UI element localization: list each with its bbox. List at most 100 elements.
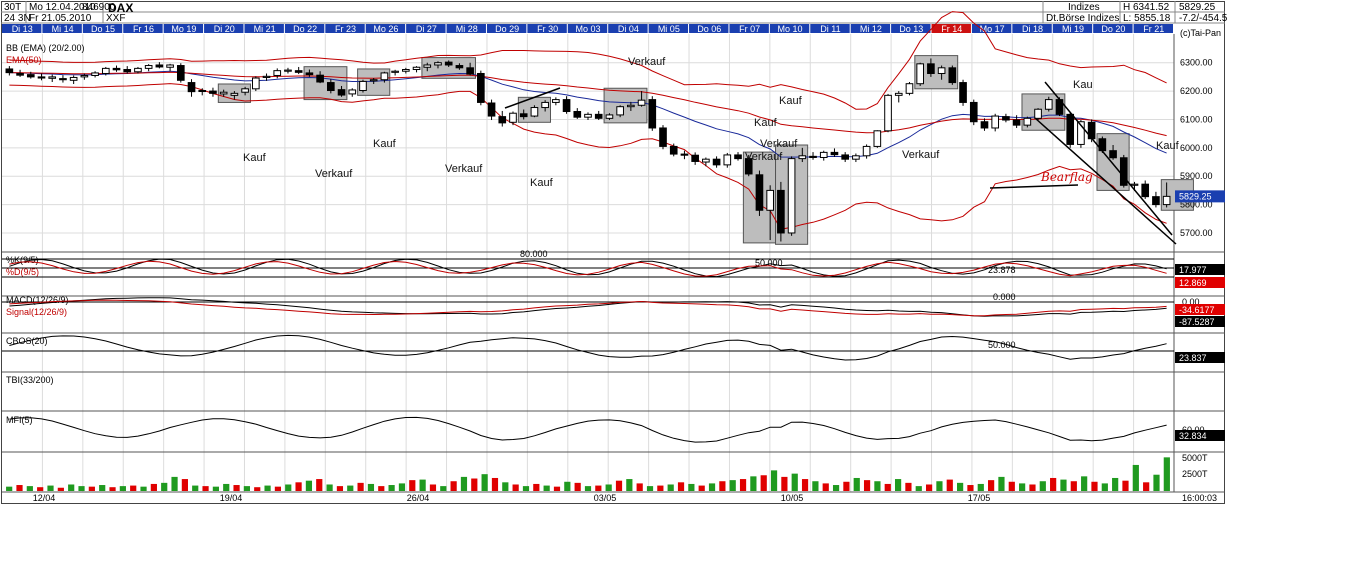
volume-bar-7: [78, 486, 85, 491]
volume-bar-101: [1050, 477, 1057, 491]
candle-body-84: [905, 83, 914, 94]
candle-body-19: [209, 90, 217, 94]
candle-body-52: [562, 99, 571, 113]
annotations: KaufVerkaufKaufVerkaufKaufVerkaufKaufKau…: [243, 56, 1180, 189]
candle-body-91: [980, 121, 989, 129]
volume-bar-80: [832, 485, 840, 491]
day-cell-22: [891, 24, 931, 33]
candle-body-41: [444, 61, 453, 66]
volume-bar-34: [357, 482, 364, 491]
day-cell-6: [244, 24, 284, 33]
price-tick-1: 6200.00: [1180, 86, 1213, 96]
channel-line-lower: [1034, 117, 1177, 245]
bb-label: BB (EMA) (20/2.00): [6, 43, 85, 53]
day-cell-28: [1133, 24, 1173, 33]
volume-bar-104: [1081, 476, 1088, 491]
candle-body-75: [809, 155, 817, 158]
day-cell-25: [1012, 24, 1052, 33]
day-cell-15: [608, 24, 648, 33]
candle-body-96: [1034, 108, 1042, 119]
volume-bar-40: [419, 479, 426, 491]
last-price-tag: [1175, 190, 1225, 203]
volume-bar-20: [212, 486, 219, 491]
volume-bar-57: [595, 485, 602, 491]
candle-body-36: [391, 70, 399, 73]
candle-body-5: [59, 78, 67, 81]
volume-bar-81: [843, 481, 850, 491]
volume-bar-36: [378, 486, 385, 491]
day-label-9: Mo 26: [373, 24, 398, 34]
price-tick-4: 5900.00: [1180, 171, 1213, 181]
volume-bar-45: [471, 478, 478, 491]
candle-body-54: [584, 113, 592, 118]
macd-value-box: [1175, 304, 1225, 315]
candle-body-76: [819, 151, 828, 158]
day-cell-0: [2, 24, 42, 33]
volume-bar-67: [698, 485, 705, 491]
day-cell-13: [527, 24, 567, 33]
candle-body-3: [37, 76, 46, 79]
volume-bar-14: [150, 483, 157, 491]
volume-bar-94: [977, 483, 984, 491]
volume-bar-82: [853, 477, 860, 491]
mfi-label: MFI(5): [6, 415, 33, 425]
day-cell-26: [1052, 24, 1093, 33]
candle-body-18: [198, 90, 207, 93]
timeframe-2: 24 3N: [4, 13, 31, 24]
candle-body-87: [937, 67, 946, 74]
volume-bar-13: [140, 486, 147, 491]
trend-arrow-1: [504, 87, 561, 109]
volume-bar-11: [119, 486, 126, 491]
change: -7.2/-454.5: [1179, 13, 1228, 24]
candle-body-16: [176, 65, 185, 81]
day-cell-12: [486, 24, 527, 33]
volume-bar-43: [450, 481, 457, 491]
volume-bar-48: [502, 482, 509, 491]
candle-body-48: [519, 113, 528, 118]
annotation-12: Kauf: [1156, 140, 1180, 152]
volume-bar-68: [708, 483, 716, 491]
high: H 6341.52: [1123, 2, 1170, 13]
volume-bar-54: [564, 481, 571, 491]
candle-body-31: [337, 89, 346, 96]
candle-body-27: [294, 70, 303, 73]
stoch-d-line: [9, 260, 1167, 277]
date-from: Mo 12.04.2010: [29, 2, 96, 13]
candle-body-95: [1023, 117, 1032, 126]
day-label-16: Mi 05: [658, 24, 680, 34]
candle-body-45: [487, 102, 496, 117]
source: Dt.Börse Indizes: [1046, 13, 1119, 24]
volume-bar-93: [967, 485, 974, 491]
volume-axis-2500: 2500T: [1182, 469, 1208, 479]
day-label-20: Di 11: [820, 24, 840, 34]
annotation-11: Kau: [1073, 79, 1093, 91]
volume-bar-86: [894, 479, 902, 491]
candle-body-32: [348, 89, 357, 95]
candle-body-34: [369, 79, 378, 82]
volume-bar-90: [936, 481, 943, 491]
candle-body-29: [316, 74, 324, 83]
volume-bar-21: [223, 483, 230, 491]
day-label-2: Do 15: [91, 24, 115, 34]
candle-body-12: [134, 67, 142, 73]
exchange: XXF: [106, 13, 125, 24]
volume-bar-84: [874, 481, 881, 491]
day-label-17: Do 06: [697, 24, 721, 34]
cbos-level: 50.000: [988, 340, 1016, 350]
panel-separators: [2, 34, 1225, 493]
volume-bar-51: [533, 483, 540, 491]
candle-body-79: [852, 155, 860, 160]
candle-body-62: [669, 145, 678, 155]
volume-bar-65: [677, 482, 685, 491]
price-tick-5: 5800.00: [1180, 200, 1213, 210]
candle-body-85: [916, 63, 925, 85]
volume-bar-91: [946, 479, 953, 491]
candle-body-20: [219, 91, 228, 95]
wkn: 846900: [82, 2, 116, 13]
volume-bar-79: [822, 483, 829, 491]
candle-body-53: [573, 111, 582, 118]
candle-body-60: [648, 99, 657, 129]
day-cell-3: [123, 24, 163, 33]
signal-value-box: [1175, 316, 1225, 327]
